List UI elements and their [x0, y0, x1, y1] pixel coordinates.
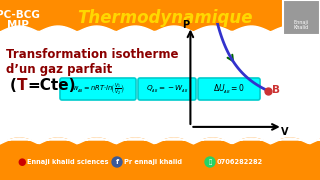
FancyBboxPatch shape: [60, 78, 136, 100]
Text: V: V: [281, 127, 288, 137]
Text: (: (: [10, 78, 17, 93]
Text: f: f: [116, 159, 119, 165]
Text: Ennaji
Khalid: Ennaji Khalid: [293, 20, 308, 30]
Text: T: T: [17, 78, 28, 93]
FancyBboxPatch shape: [0, 32, 320, 148]
Text: =Cte): =Cte): [27, 78, 76, 93]
Circle shape: [112, 157, 122, 167]
Text: $\Delta U_{_{AB}}=0$: $\Delta U_{_{AB}}=0$: [213, 82, 245, 96]
Text: Thermodynamique: Thermodynamique: [77, 9, 253, 27]
Text: $w_{_{AB}}=nRT\!\cdot\!ln\!\left(\frac{V_1}{V_2}\right)$: $w_{_{AB}}=nRT\!\cdot\!ln\!\left(\frac{V…: [72, 81, 124, 97]
Text: B: B: [272, 85, 280, 95]
Text: MIP: MIP: [7, 20, 29, 30]
Text: P: P: [182, 19, 189, 30]
Text: 0706282282: 0706282282: [217, 159, 263, 165]
FancyBboxPatch shape: [283, 0, 320, 35]
Text: 📱: 📱: [208, 159, 212, 165]
Text: Pr ennaji khalid: Pr ennaji khalid: [124, 159, 182, 165]
Text: PC-BCG: PC-BCG: [0, 10, 40, 20]
Text: $Q_{_{AB}}=-W_{_{AB}}$: $Q_{_{AB}}=-W_{_{AB}}$: [146, 84, 188, 95]
Circle shape: [205, 157, 215, 167]
FancyBboxPatch shape: [198, 78, 260, 100]
Text: ●: ●: [18, 157, 26, 167]
Text: Transformation isotherme: Transformation isotherme: [6, 48, 179, 60]
FancyBboxPatch shape: [138, 78, 196, 100]
Text: Ennaji khalid sciences: Ennaji khalid sciences: [27, 159, 108, 165]
Text: d’un gaz parfait: d’un gaz parfait: [6, 62, 112, 75]
